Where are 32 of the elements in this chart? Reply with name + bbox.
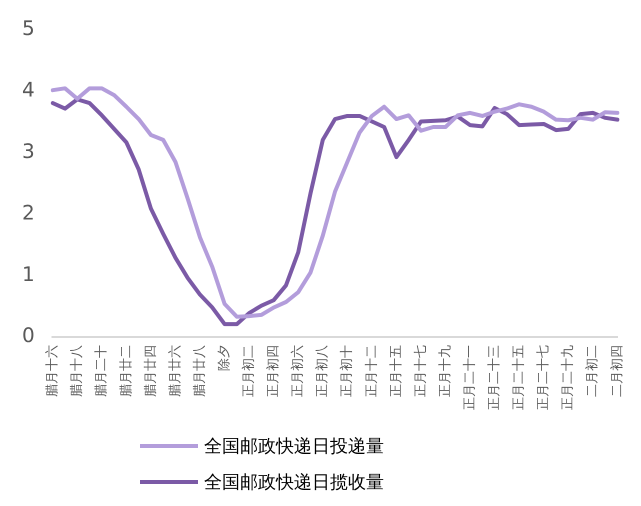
x-tick-label: 腊月二十 bbox=[94, 345, 110, 397]
x-tick-label: 正月初六 bbox=[290, 345, 306, 397]
y-tick-label: 2 bbox=[22, 200, 35, 224]
x-tick-label: 腊月廿八 bbox=[192, 345, 208, 397]
x-tick-label: 正月十五 bbox=[388, 345, 404, 397]
legend-label: 全国邮政快递日投递量 bbox=[204, 435, 384, 458]
y-tick-label: 0 bbox=[22, 323, 35, 348]
y-tick-label: 1 bbox=[22, 262, 35, 286]
x-tick-label: 正月初十 bbox=[340, 345, 355, 397]
x-tick-label: 二月初四 bbox=[610, 345, 625, 397]
x-tick-label: 正月初四 bbox=[266, 345, 282, 397]
legend-label: 全国邮政快递日揽收量 bbox=[204, 471, 384, 494]
x-tick-label: 二月初二 bbox=[585, 345, 600, 397]
x-tick-label: 除夕 bbox=[216, 345, 232, 371]
x-tick-label: 腊月十八 bbox=[70, 345, 85, 397]
x-tick-label: 腊月廿六 bbox=[168, 345, 183, 397]
x-tick-label: 腊月廿二 bbox=[118, 345, 134, 397]
x-tick-label: 正月十九 bbox=[438, 345, 453, 397]
y-tick-label: 4 bbox=[22, 78, 35, 102]
x-tick-label: 正月二十七 bbox=[536, 345, 552, 410]
y-tick-label: 3 bbox=[22, 139, 35, 164]
y-tick-label: 5 bbox=[22, 16, 35, 40]
x-tick-label: 正月二十一 bbox=[462, 345, 478, 410]
x-tick-label: 正月初二 bbox=[242, 345, 257, 397]
x-tick-label: 正月十二 bbox=[364, 345, 380, 397]
x-tick-label: 正月二十三 bbox=[487, 345, 502, 410]
x-tick-label: 腊月十六 bbox=[45, 345, 60, 397]
x-tick-label: 正月初八 bbox=[315, 345, 330, 397]
x-tick-label: 正月二十五 bbox=[512, 345, 527, 410]
x-tick-label: 腊月廿四 bbox=[143, 345, 158, 397]
x-tick-label: 正月十七 bbox=[413, 345, 428, 397]
x-tick-label: 正月二十九 bbox=[560, 345, 576, 410]
